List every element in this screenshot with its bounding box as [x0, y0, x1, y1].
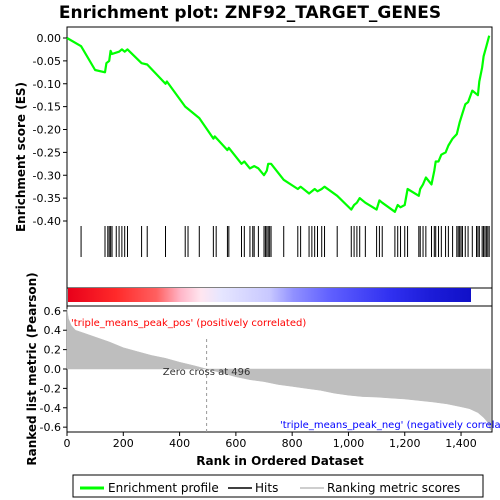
x-tick-label: 1,000: [333, 437, 365, 450]
es-panel-frame: [66, 26, 493, 289]
metric-tick-label: 0.4: [44, 324, 62, 337]
x-tick-label: 200: [113, 437, 134, 450]
enrichment-profile-line: [66, 35, 491, 213]
x-tick-label: 800: [282, 437, 303, 450]
legend-box: [72, 474, 484, 498]
metric-tick-label: 0.6: [44, 305, 62, 318]
es-tick-label: -0.25: [33, 146, 61, 159]
legend-label-metric: Ranking metric scores: [327, 481, 460, 495]
legend-label-enrichment: Enrichment profile: [108, 481, 219, 495]
es-tick-label: -0.05: [33, 55, 61, 68]
chart-title: Enrichment plot: ZNF92_TARGET_GENES: [59, 3, 441, 23]
es-tick-label: -0.10: [33, 78, 61, 91]
x-axis: 0 200 400 600 800 1,000 1,200 1,400: [64, 432, 477, 450]
es-tick-label: -0.30: [33, 169, 61, 182]
zero-cross-label: Zero cross at 496: [163, 367, 251, 378]
ranking-metric-area: [66, 308, 491, 431]
es-tick-label: -0.40: [33, 215, 61, 228]
legend-label-hits: Hits: [255, 481, 278, 495]
metric-tick-label: 0.2: [44, 344, 62, 357]
x-tick-label: 400: [169, 437, 190, 450]
es-tick-label: -0.35: [33, 192, 61, 205]
x-tick-label: 0: [64, 437, 71, 450]
x-axis-label: Rank in Ordered Dataset: [196, 454, 364, 468]
negative-correlation-label: 'triple_means_peak_neg' (negatively corr…: [280, 420, 500, 431]
legend: Enrichment profile Hits Ranking metric s…: [72, 474, 484, 498]
metric-tick-label: -0.4: [40, 402, 61, 415]
metric-tick-label: -0.6: [40, 421, 61, 434]
metric-tick-label: -0.2: [40, 382, 61, 395]
x-tick-label: 600: [225, 437, 246, 450]
es-layer: [66, 35, 491, 213]
x-tick-label: 1,200: [389, 437, 421, 450]
es-tick-label: -0.20: [33, 124, 61, 137]
rank-color-bar: [68, 288, 471, 302]
positive-correlation-label: 'triple_means_peak_pos' (positively corr…: [71, 318, 306, 329]
es-tick-label: -0.15: [33, 101, 61, 114]
metric-y-axis: 0.6 0.4 0.2 0.0 -0.2 -0.4 -0.6: [40, 305, 67, 434]
metric-layer: [66, 308, 491, 431]
es-y-axis-label: Enrichment score (ES): [14, 82, 28, 232]
es-y-axis: 0.00 -0.05 -0.10 -0.15 -0.20 -0.25 -0.30 -0.35 -…: [33, 32, 67, 228]
x-tick-label: 1,400: [445, 437, 477, 450]
metric-y-axis-label: Ranked list metric (Pearson): [25, 272, 39, 465]
metric-tick-label: 0.0: [44, 363, 62, 376]
hits-layer: [80, 226, 490, 257]
es-tick-label: 0.00: [37, 32, 62, 45]
